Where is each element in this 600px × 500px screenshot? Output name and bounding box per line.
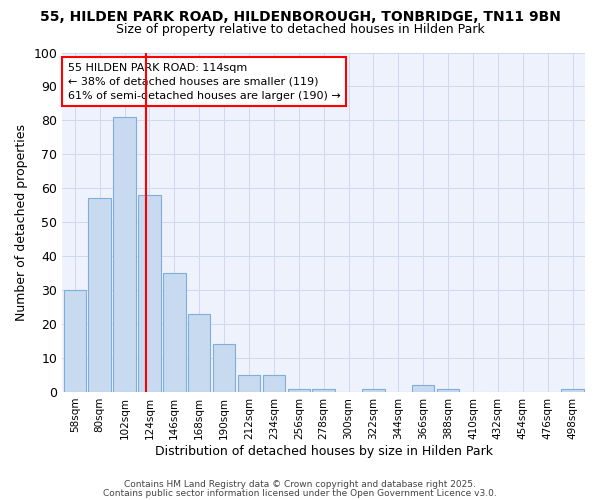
- Bar: [188, 314, 211, 392]
- Text: 55, HILDEN PARK ROAD, HILDENBOROUGH, TONBRIDGE, TN11 9BN: 55, HILDEN PARK ROAD, HILDENBOROUGH, TON…: [40, 10, 560, 24]
- Bar: [437, 388, 460, 392]
- Text: 55 HILDEN PARK ROAD: 114sqm
← 38% of detached houses are smaller (119)
61% of se: 55 HILDEN PARK ROAD: 114sqm ← 38% of det…: [68, 62, 340, 100]
- Bar: [113, 117, 136, 392]
- Bar: [213, 344, 235, 392]
- Bar: [287, 388, 310, 392]
- Bar: [263, 375, 285, 392]
- Bar: [562, 388, 584, 392]
- Text: Size of property relative to detached houses in Hilden Park: Size of property relative to detached ho…: [116, 22, 484, 36]
- Bar: [138, 195, 161, 392]
- Bar: [412, 385, 434, 392]
- Bar: [163, 273, 185, 392]
- X-axis label: Distribution of detached houses by size in Hilden Park: Distribution of detached houses by size …: [155, 444, 493, 458]
- Y-axis label: Number of detached properties: Number of detached properties: [15, 124, 28, 320]
- Bar: [64, 290, 86, 392]
- Bar: [362, 388, 385, 392]
- Bar: [313, 388, 335, 392]
- Bar: [88, 198, 111, 392]
- Bar: [238, 375, 260, 392]
- Text: Contains public sector information licensed under the Open Government Licence v3: Contains public sector information licen…: [103, 488, 497, 498]
- Text: Contains HM Land Registry data © Crown copyright and database right 2025.: Contains HM Land Registry data © Crown c…: [124, 480, 476, 489]
